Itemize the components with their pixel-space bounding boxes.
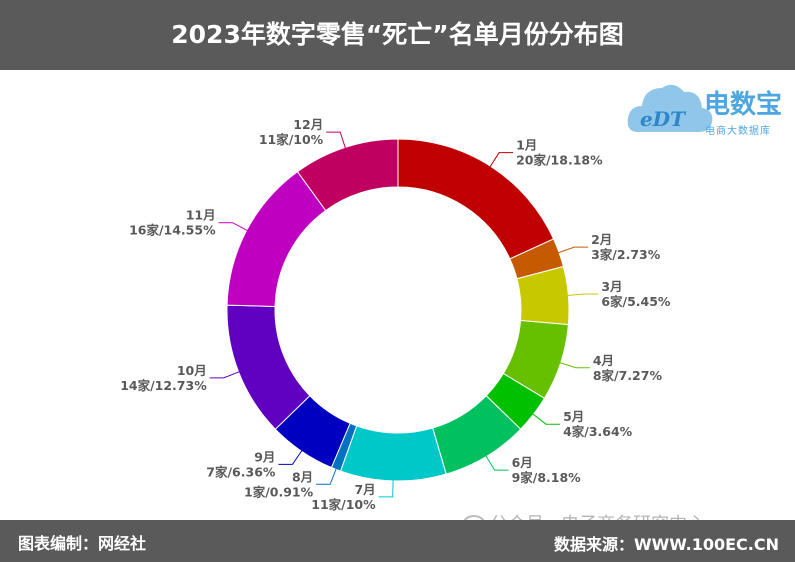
- slice-label-month-8: 8月: [292, 469, 313, 484]
- footer-bar: 图表编制：网经社 数据来源：WWW.100EC.CN: [0, 520, 795, 562]
- slice-label-value-3: 6家/5.45%: [601, 294, 671, 309]
- slice-label-value-12: 11家/10%: [259, 132, 324, 147]
- slice-label-value-9: 7家/6.36%: [206, 464, 276, 479]
- slice-label-month-4: 4月: [593, 353, 614, 368]
- leader-line-9: [278, 447, 305, 465]
- logo-subtitle: 电商大数据库: [705, 126, 771, 137]
- leader-line-2: [555, 246, 589, 255]
- leader-line-7: [378, 476, 394, 498]
- slice-12: [296, 138, 399, 212]
- slice-label-value-10: 14家/12.73%: [120, 378, 207, 393]
- slice-label-month-12: 12月: [293, 117, 323, 132]
- slice-label-month-2: 2月: [591, 232, 612, 247]
- leader-line-4: [556, 361, 590, 369]
- slice-label-value-1: 20家/18.18%: [516, 153, 603, 168]
- leader-line-1: [487, 152, 514, 170]
- logo: eDT: [626, 74, 791, 140]
- slice-label-month-11: 11月: [186, 208, 216, 223]
- leader-line-11: [218, 222, 251, 233]
- leader-line-10: [209, 370, 243, 379]
- leader-line-8: [316, 465, 338, 485]
- slice-label-month-7: 7月: [354, 482, 375, 497]
- slice-label-value-4: 8家/7.27%: [593, 368, 663, 383]
- footer-compiler: 图表编制：网经社: [18, 534, 147, 553]
- slice-7: [339, 425, 447, 482]
- slice-label-month-10: 10月: [177, 363, 207, 378]
- slice-label-value-5: 4家/3.64%: [563, 424, 633, 439]
- slice-label-month-3: 3月: [601, 279, 622, 294]
- slice-11: [226, 170, 327, 308]
- logo-mark: eDT: [640, 107, 687, 131]
- slice-label-value-2: 3家/2.73%: [591, 247, 661, 262]
- slice-label-value-7: 11家/10%: [311, 497, 376, 512]
- leader-line-3: [564, 293, 599, 297]
- slice-label-month-5: 5月: [563, 409, 584, 424]
- slice-label-value-11: 16家/14.55%: [129, 223, 216, 238]
- cloud-logo-icon: eDT: [627, 84, 713, 132]
- slice-label-month-9: 9月: [254, 449, 275, 464]
- leader-line-5: [529, 411, 561, 425]
- logo-name: 电数宝: [704, 90, 783, 120]
- slice-label-value-6: 9家/8.18%: [512, 470, 582, 485]
- leader-line-6: [483, 452, 509, 471]
- slice-label-value-8: 1家/0.91%: [244, 484, 314, 499]
- footer-source: 数据来源：WWW.100EC.CN: [553, 535, 779, 554]
- slice-label-month-1: 1月: [516, 138, 537, 153]
- leader-line-12: [326, 131, 347, 152]
- chart-title: 2023年数字零售“死亡”名单月份分布图: [0, 0, 795, 70]
- slice-label-month-6: 6月: [512, 455, 533, 470]
